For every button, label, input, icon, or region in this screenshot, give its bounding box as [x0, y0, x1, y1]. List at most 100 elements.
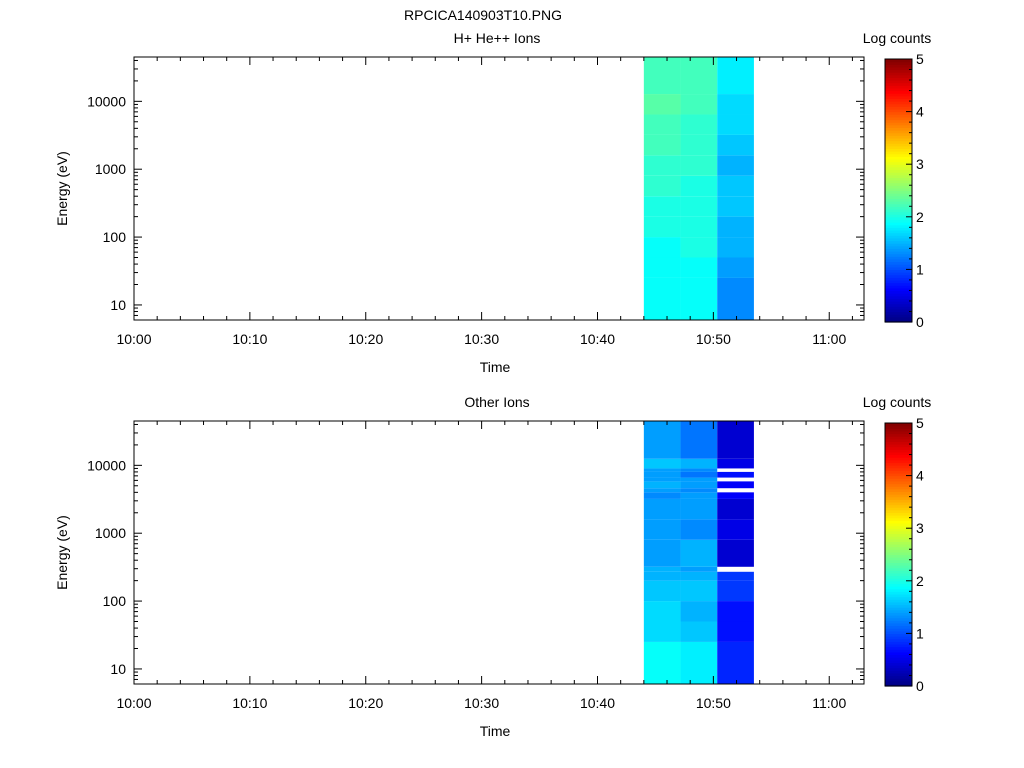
colorbar-swatch — [885, 277, 912, 281]
colorbar-swatch — [885, 633, 912, 637]
colorbar-swatch — [885, 95, 912, 100]
colorbar-swatch — [885, 588, 912, 592]
colorbar-swatch — [885, 82, 912, 86]
colorbar-swatch — [885, 583, 912, 587]
colorbar-swatch — [885, 683, 912, 687]
colorbar-swatch — [885, 496, 912, 500]
colorbar-tick-label: 1 — [916, 261, 924, 277]
colorbar-swatch — [885, 93, 912, 97]
colorbar-swatch — [885, 441, 912, 445]
colorbar-swatch — [885, 130, 912, 134]
colorbar-swatch — [885, 287, 912, 292]
colorbar-swatch — [885, 303, 912, 307]
colorbar-swatch — [885, 161, 912, 165]
x-tick-label: 10:00 — [116, 331, 151, 347]
colorbar-swatch — [885, 465, 912, 469]
heatmap-cell — [643, 641, 681, 684]
x-tick-label: 11:00 — [812, 695, 846, 711]
panel-title: Other Ions — [464, 394, 529, 410]
heatmap-cell — [680, 477, 718, 482]
heatmap-cell — [680, 421, 718, 459]
y-tick-label: 1000 — [95, 161, 126, 177]
colorbar-swatch — [885, 285, 912, 289]
colorbar-swatch — [885, 174, 912, 178]
heatmap-cell — [643, 519, 681, 540]
colorbar-swatch — [885, 193, 912, 197]
colorbar-swatch — [885, 148, 912, 152]
colorbar-swatch — [885, 145, 912, 150]
colorbar-swatch — [885, 298, 912, 302]
heatmap-cell — [643, 488, 681, 493]
colorbar-swatch — [885, 680, 912, 684]
colorbar-tick-label: 1 — [916, 625, 924, 641]
heatmap-cell — [643, 257, 681, 278]
colorbar-swatch — [885, 520, 912, 524]
x-tick-label: 10:40 — [580, 331, 615, 347]
colorbar-swatch — [885, 451, 912, 456]
colorbar-swatch — [885, 316, 912, 320]
heatmap-cell — [717, 571, 754, 581]
colorbar-swatch — [885, 290, 912, 294]
colorbar-swatch — [885, 182, 912, 186]
colorbar-tick-label: 3 — [916, 156, 924, 172]
colorbar-swatch — [885, 106, 912, 110]
colorbar-swatch — [885, 208, 912, 213]
heatmap-cell — [643, 539, 681, 567]
colorbar-tick-label: 4 — [916, 104, 924, 120]
heatmap-cell — [643, 277, 681, 320]
colorbar-swatch — [885, 279, 912, 284]
colorbar-swatch — [885, 436, 912, 440]
heatmap-cell — [680, 471, 718, 478]
x-tick-label: 10:10 — [232, 695, 267, 711]
colorbar-tick-label: 2 — [916, 573, 924, 589]
heatmap-cell — [680, 458, 718, 469]
colorbar-swatch — [885, 462, 912, 466]
colorbar-swatch — [885, 185, 912, 189]
colorbar-swatch — [885, 248, 912, 252]
y-tick-label: 100 — [103, 593, 127, 609]
colorbar-swatch — [885, 198, 912, 202]
heatmap-cell — [717, 114, 754, 135]
colorbar-swatch — [885, 662, 912, 666]
y-axis-label: Energy (eV) — [54, 515, 70, 590]
colorbar-swatch — [885, 153, 912, 157]
colorbar-swatch — [885, 222, 912, 226]
colorbar-swatch — [885, 630, 912, 634]
colorbar-swatch — [885, 444, 912, 448]
colorbar-swatch — [885, 103, 912, 107]
colorbar-swatch — [885, 522, 912, 527]
heatmap-cell — [643, 114, 681, 135]
colorbar-swatch — [885, 201, 912, 205]
colorbar-swatch — [885, 672, 912, 677]
colorbar-ticks — [906, 58, 912, 323]
colorbar-swatch — [885, 454, 912, 458]
colorbar-swatch — [885, 599, 912, 603]
colorbar-swatch — [885, 575, 912, 579]
colorbar-swatch — [885, 494, 912, 498]
heatmap-cell — [643, 481, 681, 489]
heatmap-cell — [717, 134, 754, 156]
colorbar-swatch — [885, 488, 912, 492]
colorbar-swatch — [885, 628, 912, 632]
colorbar-swatch — [885, 235, 912, 239]
colorbar-swatch — [885, 282, 912, 286]
colorbar-swatch — [885, 108, 912, 113]
x-axis-label: Time — [480, 359, 511, 375]
colorbar-swatch — [885, 87, 912, 92]
heatmap-cell — [717, 492, 754, 499]
colorbar-swatch — [885, 156, 912, 160]
colorbar-swatch — [885, 311, 912, 315]
heatmap-cell — [680, 566, 718, 572]
heatmap-cell — [680, 94, 718, 115]
colorbar-tick-label: 3 — [916, 520, 924, 536]
colorbar-swatch — [885, 586, 912, 590]
colorbar-swatch — [885, 654, 912, 658]
colorbar-swatch — [885, 591, 912, 595]
colorbar-swatch — [885, 612, 912, 616]
x-tick-label: 10:50 — [696, 331, 731, 347]
colorbar-swatch — [885, 507, 912, 511]
heatmap-cell — [717, 580, 754, 602]
colorbar-swatch — [885, 607, 912, 611]
colorbar-swatch — [885, 140, 912, 144]
colorbar-swatch — [885, 651, 912, 656]
